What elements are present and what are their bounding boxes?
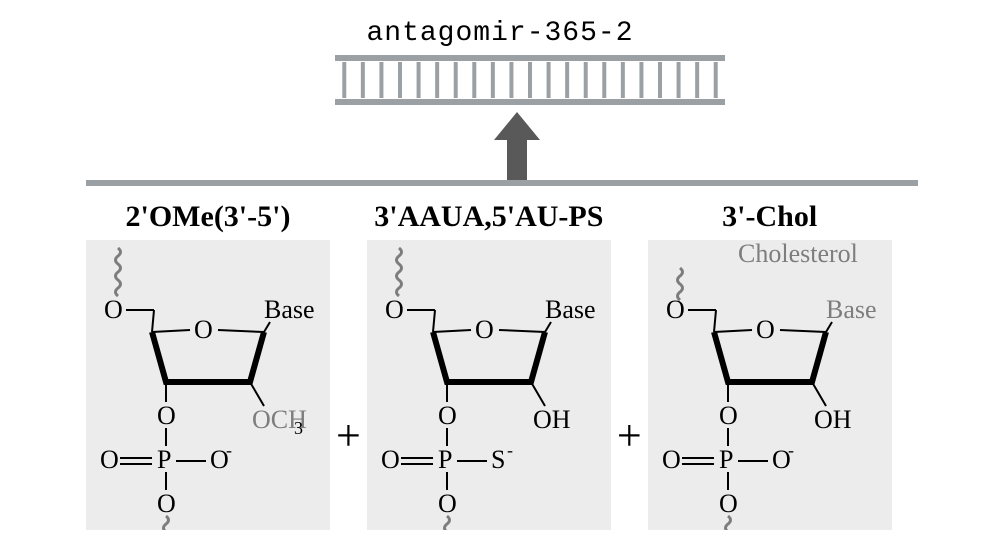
- svg-text:S: S: [491, 445, 505, 474]
- svg-text:Base: Base: [545, 295, 596, 324]
- svg-text:-: -: [507, 440, 513, 460]
- arrow-up-icon: [494, 112, 540, 182]
- svg-text:P: P: [157, 445, 171, 474]
- panel-2ome: 2'OMe(3'-5') OOBaseOCH3OPOO-O: [86, 200, 330, 530]
- svg-text:Base: Base: [264, 295, 315, 324]
- panel-heading: 3'AAUA,5'AU-PS: [374, 200, 603, 234]
- svg-text:O: O: [756, 315, 775, 344]
- svg-text:O: O: [194, 315, 213, 344]
- svg-text:O: O: [438, 489, 457, 518]
- structure-ps: OOBaseOHOPOS-O: [367, 240, 611, 530]
- svg-text:O: O: [719, 489, 738, 518]
- panel-box: OOBaseOHOPOS-O: [367, 240, 611, 530]
- full-length-strand: [86, 180, 918, 186]
- panels-row: 2'OMe(3'-5') OOBaseOCH3OPOO-O + 3'AAUA,5…: [86, 200, 918, 530]
- panel-ps: 3'AAUA,5'AU-PS OOBaseOHOPOS-O: [367, 200, 611, 530]
- svg-text:O: O: [475, 315, 494, 344]
- svg-text:O: O: [157, 489, 176, 518]
- svg-text:-: -: [788, 440, 794, 460]
- svg-text:OH: OH: [814, 405, 852, 434]
- panel-heading: 3'-Chol: [722, 200, 817, 234]
- panel-box: CholesterolOOBaseOHOPOO-O: [648, 240, 892, 530]
- svg-text:O: O: [157, 401, 176, 430]
- svg-text:O: O: [385, 295, 404, 324]
- svg-text:OH: OH: [533, 405, 571, 434]
- panel-chol: 3'-Chol CholesterolOOBaseOHOPOO-O: [648, 200, 892, 530]
- svg-text:O: O: [381, 445, 400, 474]
- svg-text:O: O: [100, 445, 119, 474]
- svg-text:O: O: [719, 401, 738, 430]
- panel-box: OOBaseOCH3OPOO-O: [86, 240, 330, 530]
- svg-text:O: O: [666, 295, 685, 324]
- svg-text:O: O: [662, 445, 681, 474]
- svg-text:O: O: [438, 401, 457, 430]
- title-label: antagomir-365-2: [0, 18, 1000, 49]
- plus-sign: +: [617, 410, 642, 461]
- svg-text:3: 3: [294, 418, 303, 438]
- structure-2ome: OOBaseOCH3OPOO-O: [86, 240, 330, 530]
- oligonucleotide-duplex: [335, 50, 725, 110]
- structure-chol: CholesterolOOBaseOHOPOO-O: [648, 240, 892, 530]
- svg-text:-: -: [226, 440, 232, 460]
- diagram-root: antagomir-365-2 2'OMe(3'-5') OOBaseOCH3O…: [0, 0, 1000, 546]
- plus-sign: +: [336, 410, 361, 461]
- svg-text:Base: Base: [826, 295, 877, 324]
- panel-heading: 2'OMe(3'-5'): [126, 200, 291, 234]
- svg-text:Cholesterol: Cholesterol: [738, 240, 858, 268]
- svg-text:P: P: [719, 445, 733, 474]
- svg-text:P: P: [438, 445, 452, 474]
- svg-text:O: O: [104, 295, 123, 324]
